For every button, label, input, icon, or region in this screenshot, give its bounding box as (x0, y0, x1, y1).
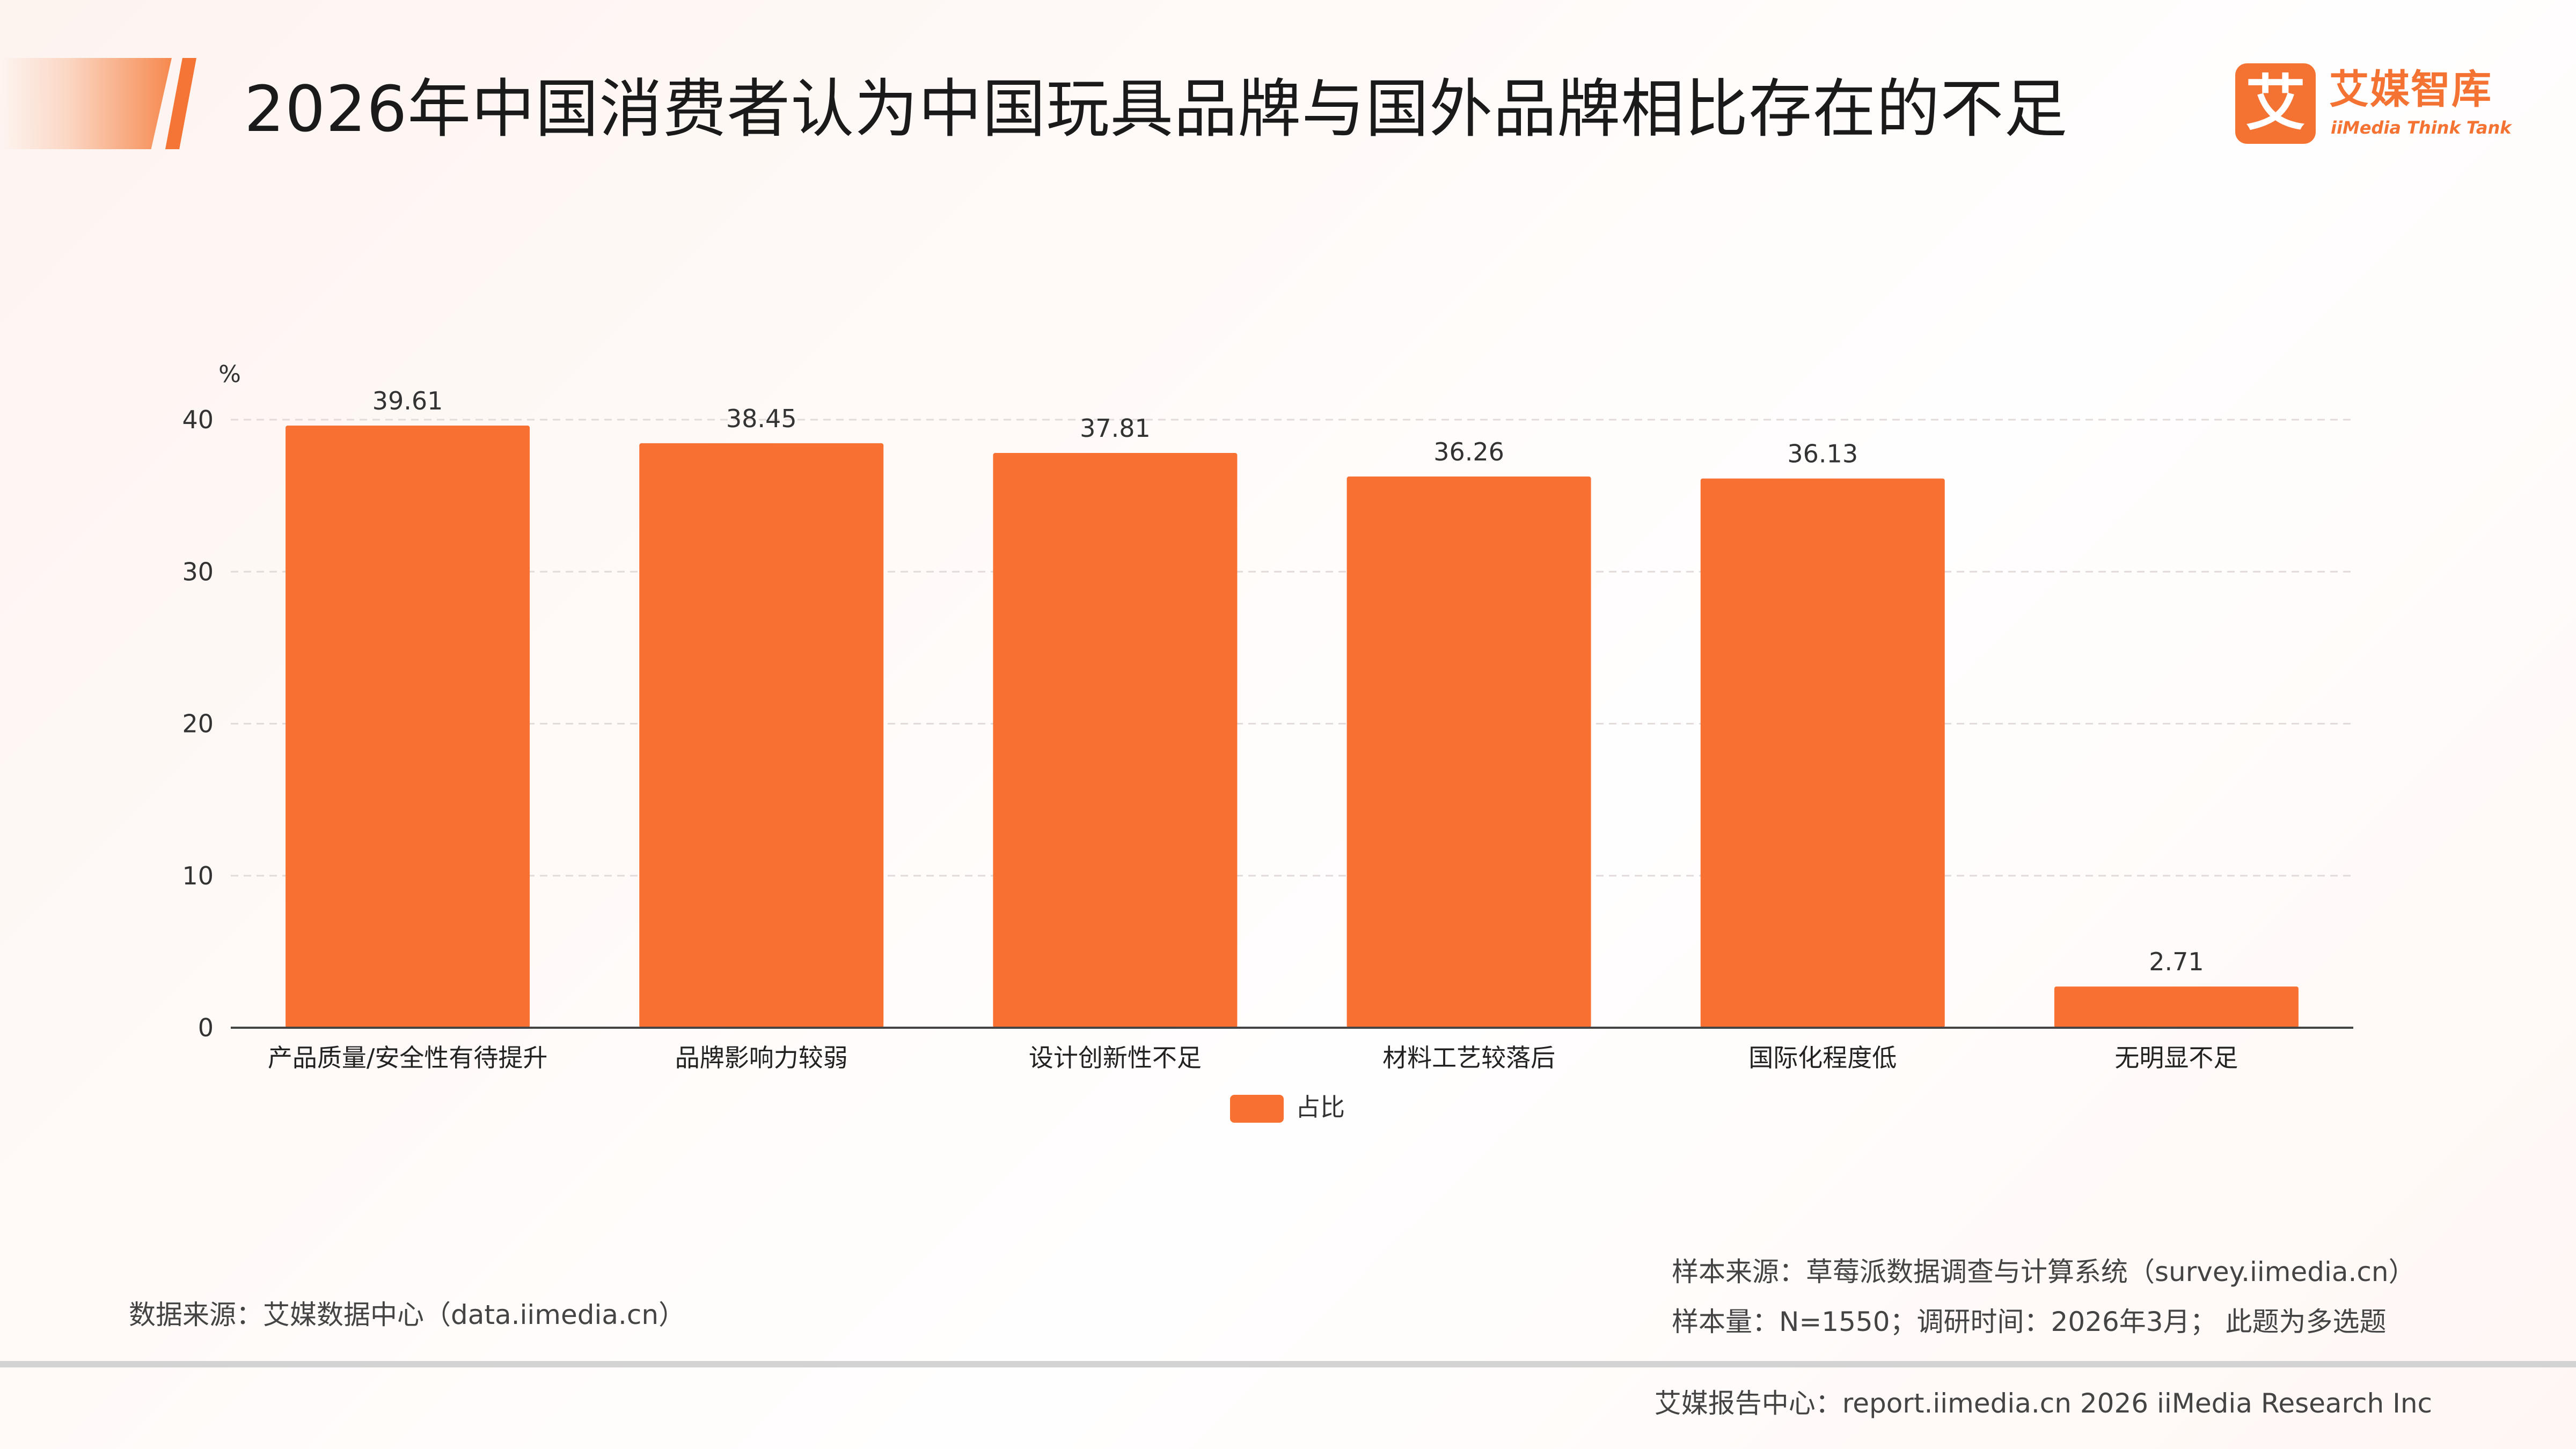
header-decoration-stripe (0, 58, 172, 149)
bar (2054, 986, 2299, 1028)
logo-name-cn: 艾媒智库 (2329, 67, 2492, 113)
bar (286, 426, 530, 1028)
y-tick-label: 10 (182, 861, 214, 890)
bar-value-label: 2.71 (2149, 947, 2204, 976)
y-axis-unit-label: % (218, 361, 241, 388)
x-category-label: 产品质量/安全性有待提升 (268, 1043, 548, 1072)
bar-value-label: 38.45 (726, 404, 797, 433)
x-category-label: 品牌影响力较弱 (675, 1043, 848, 1072)
legend-label: 占比 (1296, 1093, 1345, 1122)
y-tick-label: 20 (182, 709, 214, 738)
page-title: 2026年中国消费者认为中国玩具品牌与国外品牌相比存在的不足 (244, 72, 2068, 146)
x-category-label: 国际化程度低 (1748, 1043, 1897, 1072)
bar-value-label: 37.81 (1080, 414, 1151, 443)
bar (993, 453, 1238, 1028)
bar (1346, 476, 1591, 1028)
bar-value-label: 36.13 (1787, 440, 1858, 469)
logo-mark-icon: 艾 (2235, 63, 2316, 144)
footer-credit: 艾媒报告中心：report.iimedia.cn 2026 iiMedia Re… (1654, 1388, 2432, 1419)
data-source-note: 数据来源：艾媒数据中心（data.iimedia.cn） (129, 1299, 686, 1330)
y-tick-label: 30 (182, 557, 214, 586)
logo-name-en: iiMedia Think Tank (2331, 118, 2512, 138)
bar-value-label: 36.26 (1433, 437, 1504, 466)
y-tick-label: 0 (198, 1013, 214, 1042)
legend-swatch (1230, 1095, 1284, 1123)
y-tick-label: 40 (182, 405, 214, 434)
x-category-label: 无明显不足 (2114, 1043, 2238, 1072)
sample-size-note: 样本量：N=1550；调研时间：2026年3月； 此题为多选题 (1672, 1306, 2387, 1337)
x-category-label: 材料工艺较落后 (1382, 1043, 1555, 1072)
x-category-label: 设计创新性不足 (1029, 1043, 1202, 1072)
bar-value-label: 39.61 (372, 386, 443, 415)
footer-divider (0, 1361, 2576, 1367)
bar (1700, 478, 1945, 1028)
bar (639, 443, 884, 1028)
brand-logo: 艾 艾媒智库 iiMedia Think Tank (2235, 63, 2512, 144)
sample-source-note: 样本来源：草莓派数据调查与计算系统（survey.iimedia.cn） (1672, 1256, 2416, 1287)
